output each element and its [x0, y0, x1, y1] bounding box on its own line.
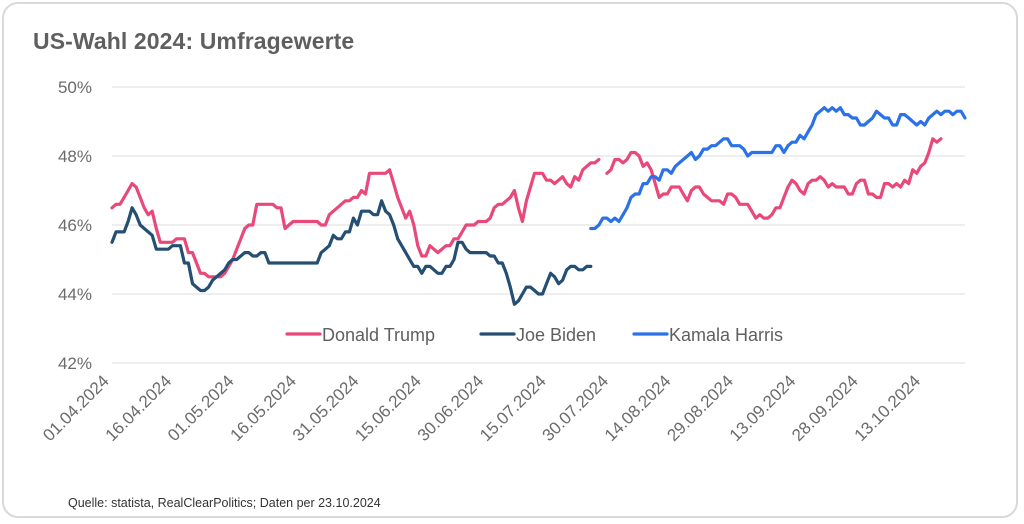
x-tick-label: 31.05.2024 [289, 371, 363, 445]
source-note: Quelle: statista, RealClearPolitics; Dat… [68, 496, 381, 510]
x-tick-label: 13.09.2024 [726, 371, 800, 445]
chart-title: US-Wahl 2024: Umfragewerte [33, 28, 355, 54]
legend-item-kamala-harris: Kamala Harris [632, 325, 783, 345]
series-lines [110, 106, 967, 306]
series-line-joe-biden [110, 199, 593, 306]
grid-lines [112, 86, 965, 364]
x-tick-label: 16.05.2024 [226, 371, 300, 445]
x-tick-label: 28.09.2024 [788, 371, 862, 445]
y-tick-label: 42% [58, 354, 92, 373]
legend-item-joe-biden: Joe Biden [479, 325, 596, 345]
y-tick-label: 48% [58, 147, 92, 166]
x-axis-ticks: 01.04.202416.04.202401.05.202416.05.2024… [39, 371, 924, 445]
y-tick-label: 44% [58, 285, 92, 304]
x-tick-label: 16.04.2024 [102, 371, 176, 445]
x-tick-label: 13.10.2024 [851, 371, 925, 445]
x-tick-label: 30.07.2024 [539, 371, 613, 445]
x-tick-label: 01.05.2024 [164, 371, 238, 445]
legend-label: Kamala Harris [669, 325, 783, 345]
legend: Donald Trump Joe Biden Kamala Harris [285, 325, 783, 345]
series-line-donald-trump [605, 137, 943, 220]
x-tick-label: 14.08.2024 [601, 371, 675, 445]
y-tick-label: 50% [58, 78, 92, 97]
x-tick-label: 15.07.2024 [476, 371, 550, 445]
legend-label: Donald Trump [322, 325, 435, 345]
x-tick-label: 29.08.2024 [663, 371, 737, 445]
y-tick-label: 46% [58, 216, 92, 235]
y-axis-ticks: 42% 44% 46% 48% 50% [58, 78, 92, 373]
legend-item-donald-trump: Donald Trump [285, 325, 435, 345]
x-tick-label: 15.06.2024 [351, 371, 425, 445]
series-line-kamala-harris [589, 106, 967, 231]
legend-label: Joe Biden [516, 325, 596, 345]
chart-card [2, 2, 1018, 518]
series-line-donald-trump [110, 157, 601, 279]
x-tick-label: 01.04.2024 [39, 371, 113, 445]
x-tick-label: 30.06.2024 [414, 371, 488, 445]
